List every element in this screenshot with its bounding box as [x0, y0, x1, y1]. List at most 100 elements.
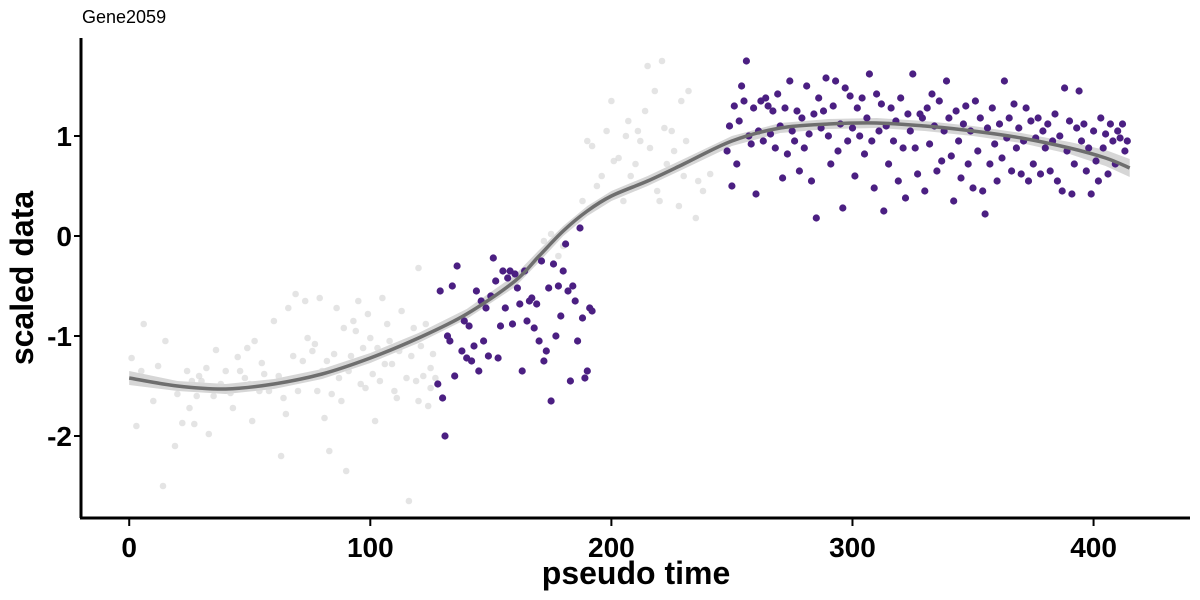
y-tick-label: -2	[47, 421, 72, 452]
highlight-point	[1116, 134, 1124, 142]
highlight-point	[552, 332, 560, 340]
highlight-point	[942, 77, 951, 85]
highlight-point	[774, 90, 782, 98]
background-point	[326, 447, 333, 455]
background-point	[179, 419, 186, 427]
background-point	[203, 364, 210, 372]
highlight-point	[921, 187, 929, 195]
highlight-point	[1114, 127, 1122, 135]
highlight-point	[844, 137, 852, 145]
background-point	[258, 359, 266, 367]
highlight-point	[1015, 124, 1023, 132]
highlight-point	[475, 367, 483, 375]
background-point	[350, 317, 357, 325]
highlight-point	[909, 70, 917, 78]
highlight-point	[988, 104, 996, 112]
x-tick-label: 200	[588, 532, 635, 563]
background-point	[229, 404, 237, 412]
x-tick-label: 100	[347, 532, 394, 563]
highlight-point	[1022, 104, 1030, 112]
highlight-point	[484, 352, 492, 360]
background-point	[367, 334, 374, 342]
highlight-point	[786, 77, 794, 85]
background-point	[277, 452, 285, 460]
highlight-point	[588, 307, 596, 315]
background-point	[593, 182, 601, 190]
highlight-point	[1097, 114, 1105, 122]
background-point	[675, 202, 683, 210]
background-point	[422, 320, 430, 328]
highlight-point	[1070, 160, 1078, 168]
highlight-point	[764, 102, 772, 110]
background-point	[427, 364, 434, 372]
highlight-point	[853, 104, 861, 112]
background-point	[256, 387, 263, 395]
background-point	[584, 137, 591, 145]
highlight-point	[793, 107, 801, 115]
background-point	[321, 414, 328, 422]
highlight-point	[574, 337, 582, 345]
highlight-point	[1044, 120, 1052, 128]
highlight-point	[1005, 114, 1013, 122]
highlight-point	[750, 104, 758, 112]
background-point	[653, 187, 661, 195]
highlight-point	[1073, 124, 1081, 132]
background-point	[381, 360, 389, 368]
highlight-point	[935, 97, 943, 105]
highlight-point	[911, 144, 919, 152]
background-point	[694, 177, 702, 185]
background-point	[183, 367, 191, 375]
highlight-point	[742, 57, 751, 65]
background-point	[656, 197, 663, 205]
highlight-point	[504, 274, 512, 282]
highlight-point	[976, 114, 984, 122]
highlight-point	[1123, 137, 1131, 145]
highlight-point	[822, 74, 830, 82]
y-tick-label: -1	[47, 321, 72, 352]
highlight-point	[781, 104, 789, 112]
smooth-line	[128, 121, 1131, 391]
confidence-ribbon	[129, 118, 1130, 394]
highlight-point	[791, 137, 799, 145]
highlight-point	[1094, 177, 1102, 185]
highlight-point	[559, 267, 567, 275]
highlight-point	[564, 287, 572, 295]
highlight-point	[549, 260, 558, 268]
highlight-point	[530, 324, 538, 332]
highlight-point	[523, 317, 531, 325]
background-point	[424, 402, 432, 410]
background-point	[393, 394, 401, 402]
highlight-point	[733, 160, 741, 168]
background-point	[251, 337, 258, 345]
background-point	[395, 347, 403, 355]
highlight-point	[1051, 110, 1059, 118]
background-point	[555, 252, 562, 260]
background-point	[682, 137, 690, 145]
y-axis-label: scaled data	[4, 191, 40, 366]
background-point	[311, 340, 319, 348]
x-axis-ticks: 0 100 200 300 400	[121, 519, 1117, 563]
highlight-point	[576, 224, 584, 232]
highlight-point	[1121, 147, 1129, 155]
highlight-point	[496, 322, 505, 330]
background-point	[140, 320, 147, 328]
x-tick-label: 400	[1070, 532, 1117, 563]
background-points-layer	[128, 57, 714, 505]
highlight-point	[993, 177, 1001, 185]
highlight-point	[468, 357, 476, 365]
background-point	[357, 380, 365, 388]
highlight-point	[738, 82, 746, 90]
highlight-point	[1039, 127, 1047, 135]
highlight-point	[957, 174, 965, 182]
background-point	[292, 290, 299, 298]
highlight-point	[554, 282, 563, 290]
background-point	[412, 377, 420, 385]
background-point	[340, 324, 348, 332]
background-point	[265, 387, 273, 395]
background-point	[627, 172, 634, 180]
highlight-point	[436, 287, 444, 295]
highlight-point	[1053, 177, 1061, 185]
highlight-point	[868, 137, 876, 145]
background-point	[547, 230, 555, 238]
highlight-point	[834, 147, 842, 155]
